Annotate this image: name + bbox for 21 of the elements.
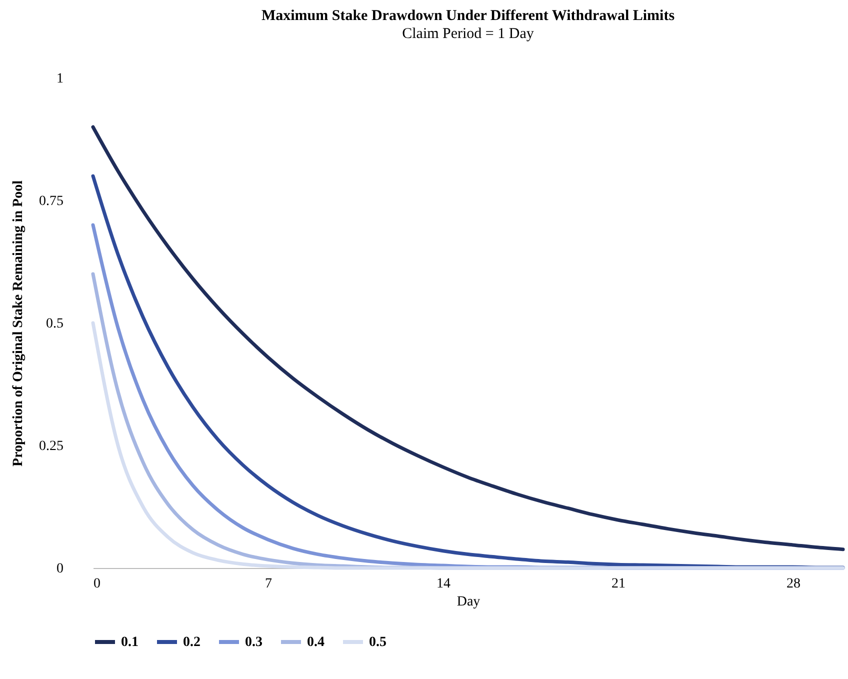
- x-tick-label: 21: [612, 576, 626, 592]
- x-tick-label: 28: [786, 576, 800, 592]
- x-axis-title: Day: [456, 594, 480, 610]
- chart-subtitle: Claim Period = 1 Day: [402, 26, 534, 42]
- x-tick-label: 7: [265, 576, 272, 592]
- legend-label: 0.3: [245, 635, 262, 650]
- y-tick-label: 1: [56, 72, 64, 86]
- x-tick-label: 14: [436, 576, 450, 592]
- legend-label: 0.5: [369, 635, 386, 650]
- legend-label: 0.4: [307, 635, 324, 650]
- line-series: [91, 321, 845, 570]
- y-tick-label: 0: [56, 562, 64, 576]
- legend-label: 0.2: [183, 635, 200, 650]
- y-axis-title: Proportion of Original Stake Remaining in Pool: [11, 180, 26, 466]
- line-series: [91, 125, 845, 552]
- chart-title: Maximum Stake Drawdown Under Different Withdrawal Limits: [261, 8, 675, 24]
- x-tick-label: 0: [94, 576, 100, 592]
- y-tick-label: 0.25: [39, 439, 64, 454]
- y-tick-label: 0.75: [39, 194, 64, 209]
- y-tick-label: 0.5: [46, 316, 64, 332]
- legend-label: 0.1: [121, 635, 138, 650]
